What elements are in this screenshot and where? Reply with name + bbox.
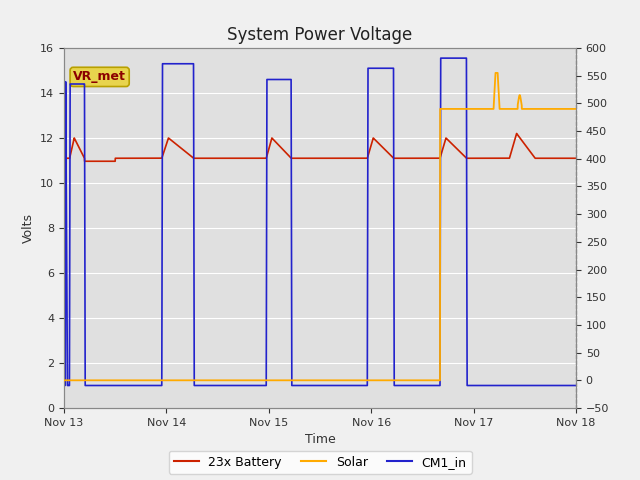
Y-axis label: Volts: Volts — [22, 213, 35, 243]
Text: VR_met: VR_met — [73, 71, 126, 84]
Title: System Power Voltage: System Power Voltage — [227, 25, 413, 44]
X-axis label: Time: Time — [305, 433, 335, 446]
Legend: 23x Battery, Solar, CM1_in: 23x Battery, Solar, CM1_in — [168, 451, 472, 474]
